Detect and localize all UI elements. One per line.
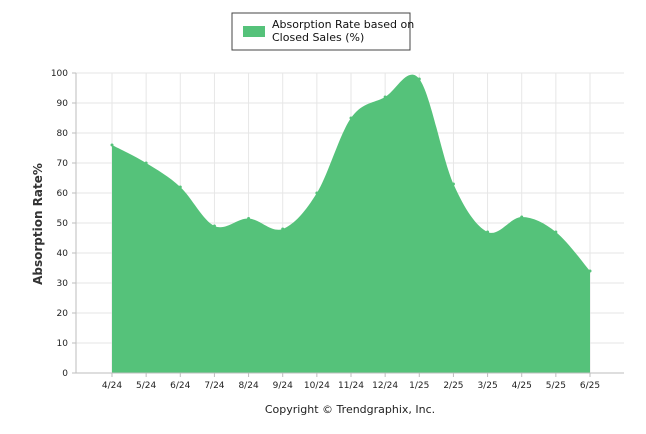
- y-axis-label: Absorption Rate%: [31, 163, 45, 285]
- y-tick-label: 0: [62, 369, 68, 379]
- y-tick-label: 60: [57, 189, 69, 199]
- x-tick-label: 6/25: [580, 381, 600, 391]
- x-tick-label: 7/24: [204, 381, 224, 391]
- data-point-6-24: [178, 185, 182, 189]
- data-point-3-25: [486, 230, 490, 234]
- data-point-4-25: [520, 215, 524, 219]
- x-tick-label: 6/24: [170, 381, 190, 391]
- data-point-5-24: [144, 161, 148, 165]
- data-point-10-24: [315, 191, 319, 195]
- x-tick-label: 2/25: [443, 381, 463, 391]
- legend-swatch: [243, 26, 265, 37]
- plot-area: [110, 74, 592, 373]
- legend-label-line2: Closed Sales (%): [272, 31, 364, 44]
- data-point-9-24: [281, 227, 285, 231]
- data-point-12-24: [383, 95, 387, 99]
- y-axis: 0 10 20 30 40 50 60 70 80 90 100: [51, 69, 77, 379]
- y-tick-label: 80: [57, 129, 69, 139]
- y-tick-label: 30: [57, 279, 69, 289]
- data-point-8-24: [247, 217, 251, 220]
- x-tick-label: 4/24: [102, 381, 122, 391]
- x-tick-label: 9/24: [273, 381, 293, 391]
- legend: Absorption Rate based on Closed Sales (%…: [231, 12, 414, 51]
- x-tick-label: 5/24: [136, 381, 156, 391]
- x-axis: 4/24 5/24 6/24 7/24 8/24 9/24 10/24 11/24 12/24 1…: [76, 372, 624, 391]
- x-tick-label: 12/24: [372, 381, 398, 391]
- area-series-absorption-rate: [112, 74, 590, 373]
- x-tick-label: 1/25: [409, 381, 429, 391]
- y-tick-label: 50: [57, 219, 69, 229]
- data-point-2-25: [451, 182, 455, 186]
- x-tick-label: 4/25: [512, 381, 532, 391]
- x-tick-label: 3/25: [477, 381, 497, 391]
- data-point-1-25: [417, 77, 421, 81]
- data-point-11-24: [349, 116, 353, 120]
- data-point-4-24: [110, 143, 114, 147]
- copyright-text: Copyright © Trendgraphix, Inc.: [265, 403, 435, 416]
- y-tick-label: 100: [51, 69, 68, 79]
- x-tick-label: 10/24: [304, 381, 330, 391]
- y-tick-label: 10: [57, 339, 69, 349]
- x-tick-label: 11/24: [338, 381, 364, 391]
- legend-label-line1: Absorption Rate based on: [272, 18, 414, 31]
- data-point-5-25: [554, 230, 558, 234]
- x-tick-label: 5/25: [546, 381, 566, 391]
- y-tick-label: 20: [57, 309, 69, 319]
- y-tick-label: 70: [57, 159, 69, 169]
- data-point-6-25: [588, 269, 592, 273]
- y-tick-label: 40: [57, 249, 69, 259]
- x-tick-label: 8/24: [238, 381, 258, 391]
- data-point-7-24: [212, 224, 216, 228]
- y-tick-label: 90: [57, 99, 69, 109]
